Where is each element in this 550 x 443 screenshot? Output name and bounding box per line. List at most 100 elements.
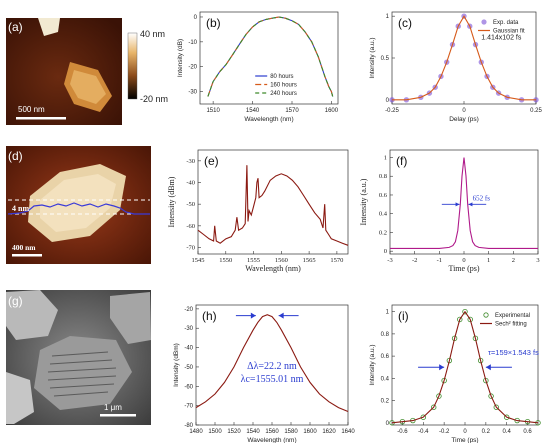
legend-entry: Sech² fitting <box>495 322 527 328</box>
height-profile <box>7 202 150 215</box>
data-point <box>420 414 426 420</box>
y-tick-label: -40 <box>186 180 195 187</box>
y-tick-label: 0.4 <box>381 376 390 382</box>
chart-i: -0.6 -0.4 -0.2 0 0.2 0.4 0.6 0 0.2 0.4 0.6 0.8 1 Time… <box>369 304 541 443</box>
y-tick-label: -50 <box>184 365 193 371</box>
x-tick-label: 1570 <box>285 108 299 114</box>
legend-entry: Experimental <box>495 313 530 319</box>
legend-entry: 160 hours <box>270 83 297 89</box>
y-tick-label: -70 <box>184 404 193 410</box>
legend: Exp. data Gaussian fit <box>478 19 525 35</box>
panel-label-a: (a) <box>8 20 23 34</box>
x-tick-label: 1500 <box>208 429 222 435</box>
arrowhead <box>485 364 491 371</box>
x-axis-label: Wavelength (nm) <box>247 437 296 443</box>
x-tick-label: 0 <box>463 429 467 435</box>
chart-c: -0.25 0 0.25 0 0.5 1 Delay (ps) Intensity (a.u.… <box>369 11 542 123</box>
scalebar-g <box>100 414 136 417</box>
legend-entry: 240 hours <box>270 91 297 97</box>
x-tick-label: 1580 <box>284 429 298 435</box>
y-tick-label: 0.5 <box>381 56 390 62</box>
y-tick-label: 0.4 <box>379 211 388 218</box>
panel-a: (a) 500 nm 40 nm -20 nm <box>6 18 168 125</box>
x-tick-label: 1600 <box>303 429 317 435</box>
data-point <box>467 316 473 323</box>
y-tick-label: 0 <box>384 248 387 255</box>
data-point <box>462 308 468 315</box>
chart-f: -3 -2 -1 0 1 2 3 0 0.2 0.4 0.6 0.8 1 Time (ps) Intensi… <box>359 149 540 273</box>
y-tick-label: -20 <box>188 65 197 71</box>
panel-label: (i) <box>398 309 409 323</box>
series-e-0 <box>197 165 349 246</box>
series-i-0 <box>389 308 541 426</box>
y-tick-label: 0.6 <box>381 354 390 360</box>
x-tick-label: 1640 <box>341 429 355 435</box>
y-tick-label: 1 <box>386 310 390 316</box>
x-tick-label: 1540 <box>246 108 260 114</box>
y-tick-label: -50 <box>186 201 195 208</box>
scalebar-label-a: 500 nm <box>18 105 45 114</box>
panel-d: (d) 4 nm 400 nm <box>6 146 151 264</box>
scalebar-label-d: 400 nm <box>12 243 36 252</box>
scalebar-d <box>12 254 42 257</box>
legend-marker <box>483 312 489 318</box>
data-point <box>457 316 463 323</box>
x-tick-label: 1560 <box>265 429 279 435</box>
y-tick-label: -30 <box>184 326 193 332</box>
annotation-text: 1.414x102 fs <box>481 35 522 42</box>
arrowhead <box>250 312 256 319</box>
scalebar-a <box>16 117 66 120</box>
plot-frame <box>391 11 537 105</box>
x-tick-label: 1600 <box>325 108 339 114</box>
y-tick-label: -40 <box>184 346 193 352</box>
x-tick-label: -2 <box>412 257 417 264</box>
x-tick-label: 2 <box>512 257 515 264</box>
panel-label: (b) <box>206 16 221 30</box>
x-axis-label: Delay (ps) <box>449 116 479 123</box>
annotations: Δλ=22.2 nm λc=1555.01 nm <box>235 312 304 385</box>
series-line <box>392 15 536 101</box>
x-axis-label: Time (ps) <box>448 264 479 273</box>
panel-label: (h) <box>202 309 217 323</box>
plot-frame <box>199 11 339 105</box>
y-tick-label: 0.8 <box>381 332 390 338</box>
x-tick-label: 1570 <box>330 257 343 264</box>
chart-h: 1480 1500 1520 1540 1560 1580 1600 1620 1640 -20 -… <box>173 304 355 443</box>
data-point <box>441 377 447 384</box>
y-tick-label: 0 <box>194 15 198 21</box>
legend: Experimental Sech² fitting <box>480 312 530 328</box>
plot-frame <box>391 304 539 426</box>
series-line <box>197 165 349 246</box>
series-line <box>207 16 334 97</box>
y-axis-label: Intensity (a.u.) <box>359 178 368 225</box>
y-tick-label: 0.8 <box>379 173 387 180</box>
data-point <box>431 404 437 410</box>
colorbar-bottom-label: -20 nm <box>140 94 168 104</box>
arrowhead <box>278 312 284 319</box>
y-tick-label: -30 <box>188 90 197 96</box>
x-tick-label: 0.4 <box>503 429 512 435</box>
x-tick-label: -1 <box>437 257 442 264</box>
data-point <box>483 377 489 384</box>
chart-e: 1545 1550 1555 1560 1565 1570 -30 -40 -50 -60 -70 W… <box>167 149 349 273</box>
data-point <box>493 404 499 410</box>
legend-entry: Exp. data <box>493 20 519 26</box>
x-tick-label: 0.6 <box>523 429 532 435</box>
y-tick-label: -80 <box>184 423 193 429</box>
annotations: 1.414x102 fs <box>481 35 522 42</box>
x-tick-label: -0.2 <box>439 429 450 435</box>
panel-g: (g) 1 μm <box>6 290 151 425</box>
plot-frame <box>389 149 539 255</box>
x-tick-label: 1560 <box>275 257 288 264</box>
y-tick-label: -10 <box>188 40 197 46</box>
series-h-0 <box>195 314 349 413</box>
x-tick-label: 1510 <box>206 108 220 114</box>
sem-flake <box>34 336 132 410</box>
chart-b: 1510 1540 1570 1600 0 -10 -20 -30 Wavelength (nm… <box>177 11 339 123</box>
y-tick-label: -30 <box>186 158 195 165</box>
annotations: τ=159×1.543 fs <box>418 348 539 371</box>
panel-label-d: (d) <box>8 149 23 163</box>
x-tick-label: 0.25 <box>530 108 542 114</box>
annotations: 652 fs <box>441 194 490 207</box>
